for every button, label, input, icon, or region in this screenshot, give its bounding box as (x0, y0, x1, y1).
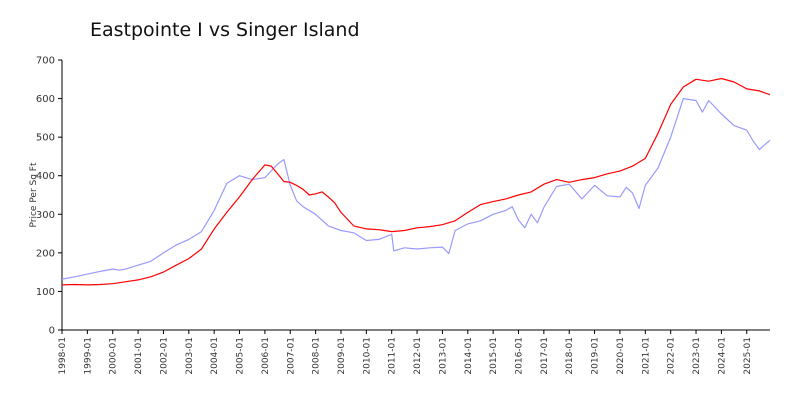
series-line-1 (61, 77, 771, 286)
x-tick-label: 2018-01 (565, 337, 575, 375)
y-tick-label: 200 (36, 248, 55, 259)
x-tick-label: 2006-01 (261, 337, 271, 375)
x-tick-label: 2014-01 (464, 337, 474, 375)
x-tick-label: 2020-01 (616, 337, 626, 375)
x-tick-label: 2003-01 (185, 337, 195, 375)
x-tick-label: 2022-01 (667, 337, 677, 375)
y-tick-label: 100 (36, 287, 55, 298)
x-tick-label: 2002-01 (159, 337, 169, 375)
y-tick-label: 600 (36, 94, 55, 105)
x-tick-label: 2017-01 (540, 337, 550, 375)
x-tick-label: 2000-01 (109, 337, 119, 375)
x-tick-label: 2008-01 (312, 337, 322, 375)
y-tick-label: 0 (49, 326, 55, 337)
x-tick-label: 2025-01 (743, 337, 753, 375)
x-tick-label: 2024-01 (717, 337, 727, 375)
x-tick-label: 2012-01 (413, 337, 423, 375)
x-tick-label: 1998-01 (58, 337, 68, 375)
x-tick-label: 2013-01 (438, 337, 448, 375)
series-line-2 (61, 98, 771, 280)
y-axis-label: Price Per Sq Ft (29, 162, 39, 227)
x-tick-label: 2005-01 (236, 337, 246, 375)
x-tick-label: 2001-01 (134, 337, 144, 375)
y-tick-label: 700 (36, 56, 55, 67)
series-layer (61, 77, 771, 286)
x-tick-label: 2016-01 (515, 337, 525, 375)
y-tick-label: 400 (36, 171, 55, 182)
x-tick-label: 2011-01 (388, 337, 398, 375)
y-tick-label: 500 (36, 133, 55, 144)
x-tick-label: 2019-01 (591, 337, 601, 375)
x-tick-label: 1999-01 (83, 337, 93, 375)
x-tick-label: 2010-01 (362, 337, 372, 375)
x-tick-label: 2021-01 (641, 337, 651, 375)
x-tick-label: 2007-01 (286, 337, 296, 375)
x-tick-label: 2015-01 (489, 337, 499, 375)
chart-title: Eastpointe I vs Singer Island (90, 19, 360, 41)
x-tick-label: 2004-01 (210, 337, 220, 375)
y-tick-label: 300 (36, 210, 55, 221)
x-tick-label: 2009-01 (337, 337, 347, 375)
x-tick-label: 2023-01 (692, 337, 702, 375)
axes: 0 100 200 300 400 500 600 700 1998-01 1999-01 2000… (36, 56, 770, 375)
